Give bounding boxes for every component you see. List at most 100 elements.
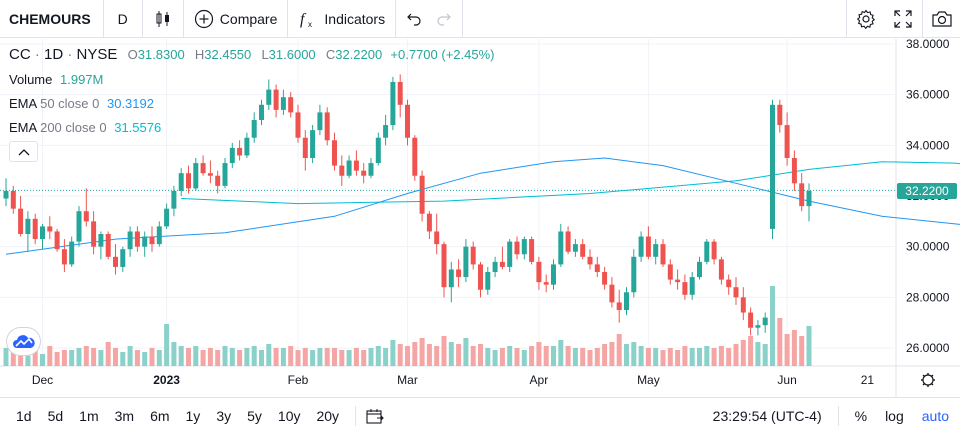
clock-time[interactable]: 23:29:54 (UTC-4) (712, 408, 822, 424)
volume-bar (733, 344, 739, 366)
time-tick-label: Mar (397, 373, 418, 387)
volume-bar (383, 348, 389, 366)
volume-bar (448, 342, 454, 366)
divider (837, 406, 839, 426)
volume-bar (587, 350, 593, 366)
volume-bar (434, 346, 440, 366)
volume-bar (456, 344, 462, 366)
range-3m[interactable]: 3m (114, 407, 135, 424)
candle-body (149, 236, 155, 245)
tradingview-logo[interactable] (7, 328, 40, 355)
candle-body (259, 104, 264, 120)
candle-body (32, 218, 38, 240)
candle-body (3, 190, 9, 199)
legend-dot: · (34, 46, 40, 63)
screenshot-button[interactable] (922, 0, 960, 38)
range-5y[interactable]: 5y (247, 407, 262, 424)
volume-bar (551, 346, 556, 366)
volume-bar (755, 342, 761, 366)
log-toggle[interactable]: log (885, 408, 904, 424)
candle-body (375, 137, 381, 164)
volume-bar (521, 350, 527, 366)
candle-body (171, 190, 177, 209)
redo-icon[interactable] (436, 12, 452, 26)
volume-bar (558, 340, 564, 366)
legend-collapse-button[interactable] (9, 141, 38, 162)
candle-body (689, 277, 695, 295)
candle-body (711, 241, 717, 260)
candle-body (310, 130, 316, 158)
volume-bar (718, 346, 724, 366)
range-1d[interactable]: 1d (16, 407, 32, 424)
last-price-tag: 32.2200 (897, 183, 957, 199)
candle-body (558, 231, 564, 265)
candle-body (441, 244, 447, 288)
legend-ema50[interactable]: EMA 50 close 0 30.3192 (9, 96, 154, 111)
price-chart[interactable]: 38.000036.000034.000032.000030.000028.00… (0, 39, 960, 397)
range-20y[interactable]: 20y (316, 407, 340, 424)
candle-body (529, 239, 535, 262)
volume-bar (689, 348, 695, 366)
fullscreen-icon (894, 10, 912, 28)
candle-body (273, 89, 279, 110)
legend-ema200[interactable]: EMA 200 close 0 31.5576 (9, 120, 161, 135)
candle-body (485, 272, 491, 290)
candle-body (405, 104, 410, 138)
volume-bar (529, 346, 535, 366)
range-1m[interactable]: 1m (79, 407, 99, 424)
volume-bar (631, 342, 637, 366)
fullscreen-button[interactable] (884, 0, 922, 38)
candle-body (755, 325, 761, 328)
calendar-range-icon (366, 408, 384, 424)
range-selector: 1d 5d 1m 3m 6m 1y 3y 5y 10y 20y (0, 408, 347, 424)
volume-bar (711, 348, 717, 366)
volume-bar (222, 346, 228, 366)
time-tick-label: Dec (32, 373, 53, 387)
volume-bar (777, 318, 783, 366)
interval-button[interactable]: D (104, 0, 143, 38)
candle-body (645, 236, 651, 257)
candle-body (631, 256, 637, 293)
ema200-label: EMA (9, 120, 37, 135)
candle-body (609, 284, 615, 303)
candle-body (134, 231, 140, 247)
candle-body (470, 246, 476, 265)
candle-body (514, 241, 520, 255)
date-range-button[interactable] (356, 408, 394, 424)
volume-bar (616, 334, 622, 366)
undo-icon[interactable] (406, 12, 422, 26)
candle-body (142, 236, 148, 247)
volume-bar (740, 340, 746, 366)
plus-circle-icon (194, 9, 213, 28)
percent-toggle[interactable]: % (854, 408, 868, 424)
candle-body (551, 264, 556, 285)
range-5d[interactable]: 5d (47, 407, 64, 424)
candle-body (266, 89, 272, 105)
auto-toggle[interactable]: auto (921, 408, 949, 424)
compare-button[interactable]: Compare (184, 0, 289, 38)
candle-body (726, 279, 732, 288)
volume-bar (412, 342, 418, 366)
volume-bar (697, 348, 702, 366)
candle-body (492, 261, 498, 272)
volume-bar (799, 336, 805, 366)
volume-bar (361, 350, 367, 366)
axis-settings-gear-icon[interactable] (921, 373, 935, 387)
candle-body (456, 269, 462, 278)
range-10y[interactable]: 10y (277, 407, 301, 424)
candle-body (91, 221, 97, 247)
candle-body (54, 231, 60, 250)
volume-bar (259, 350, 264, 366)
settings-button[interactable] (846, 0, 884, 38)
candle-body (675, 279, 681, 283)
legend-volume[interactable]: Volume 1.997M (9, 72, 103, 87)
range-3y[interactable]: 3y (216, 407, 232, 424)
range-6m[interactable]: 6m (150, 407, 170, 424)
volume-bar (353, 348, 359, 366)
chart-type-button[interactable] (143, 0, 184, 38)
symbol-search[interactable]: CHEMOURS (0, 0, 104, 38)
range-1y[interactable]: 1y (185, 407, 201, 424)
candle-body (229, 147, 235, 164)
legend-exchange: NYSE (76, 46, 118, 63)
